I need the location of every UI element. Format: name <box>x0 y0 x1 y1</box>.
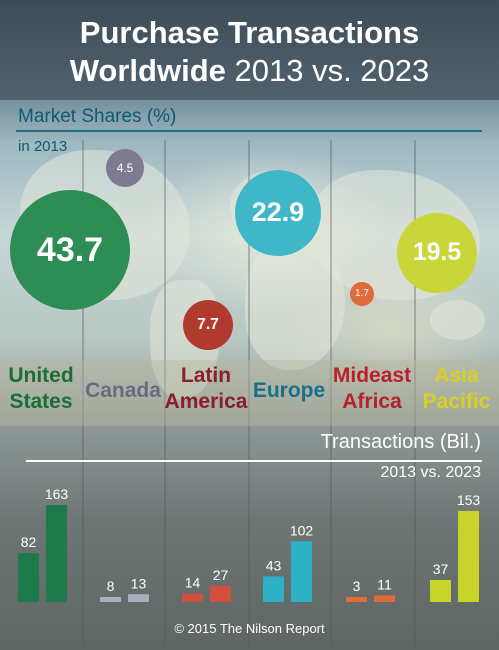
divider-line <box>330 140 332 645</box>
bar-value-label: 3 <box>353 578 361 594</box>
transactions-subheading: 2013 vs. 2023 <box>380 464 481 481</box>
heading-rule <box>16 130 482 132</box>
transactions-heading: Transactions (Bil.) <box>320 431 481 453</box>
market-shares-heading: Market Shares (%) <box>18 106 177 127</box>
region-label-asia-pacific: Asia Pacific <box>414 363 499 415</box>
region-label-line: Pacific <box>422 390 491 413</box>
region-label-line: States <box>9 390 73 413</box>
bubble-latin-america: 7.7 <box>182 299 234 351</box>
bar-2023-united-states <box>46 505 67 602</box>
bar-2013-canada <box>100 597 121 602</box>
bar-value-label: 163 <box>45 486 69 502</box>
bar-2023-mideast-africa <box>374 595 395 602</box>
bubble-asia-pacific: 19.5 <box>396 212 478 294</box>
bar-2023-europe <box>291 541 312 602</box>
title-band <box>0 0 499 100</box>
bar-value-label: 8 <box>107 578 115 594</box>
divider-line <box>164 140 166 645</box>
region-label-line: United <box>8 364 74 387</box>
divider-line <box>82 140 84 645</box>
bubble-canada: 4.5 <box>105 148 145 188</box>
title-line-1: Purchase Transactions <box>79 15 420 50</box>
region-label-latin-america: Latin America <box>164 363 248 415</box>
title-years: 2013 vs. 2023 <box>234 53 430 88</box>
region-label-line: America <box>164 390 248 413</box>
bubble-united-states: 43.7 <box>10 190 130 310</box>
divider-line <box>414 140 416 645</box>
bar-2013-mideast-africa <box>346 597 367 602</box>
market-shares-subheading: in 2013 <box>18 138 68 155</box>
divider-line <box>248 140 250 645</box>
bar-value-label: 43 <box>266 557 282 573</box>
region-label-europe: Europe <box>248 378 330 404</box>
bar-2013-united-states <box>18 553 39 602</box>
bar-value-label: 27 <box>213 567 229 583</box>
transactions-rule <box>26 460 482 462</box>
region-label-canada: Canada <box>82 378 164 404</box>
bar-2013-latin-america <box>182 593 203 602</box>
bar-2023-asia-pacific <box>458 510 479 602</box>
region-label-united-states: United States <box>0 363 82 415</box>
region-label-line: Mideast <box>332 364 412 387</box>
copyright-text: © 2015 The Nilson Report <box>174 621 325 636</box>
bar-2023-latin-america <box>210 585 231 602</box>
region-label-band <box>0 360 499 426</box>
bubble-europe: 22.9 <box>234 169 322 257</box>
region-label-line: Africa <box>342 390 402 413</box>
bubble-mideast-africa: 1.7 <box>350 282 374 306</box>
bar-value-label: 14 <box>185 575 201 591</box>
bar-value-label: 102 <box>290 522 314 538</box>
region-label-line: Latin <box>180 364 232 387</box>
title-worldwide: Worldwide <box>69 53 226 88</box>
region-label-line: Europe <box>252 379 326 402</box>
title-line-2: Worldwide 2013 vs. 2023 <box>0 54 499 88</box>
bar-value-label: 82 <box>21 534 37 550</box>
region-label-line: Canada <box>85 379 161 402</box>
bar-value-label: 37 <box>433 561 449 577</box>
bar-2013-asia-pacific <box>430 579 451 602</box>
region-label-line: Asia <box>434 364 479 387</box>
map-australia <box>430 300 485 340</box>
region-label-mideast-africa: Mideast Africa <box>330 363 414 415</box>
bar-value-label: 13 <box>131 575 147 591</box>
bar-2013-europe <box>263 576 284 602</box>
bar-2023-canada <box>128 594 149 602</box>
bar-value-label: 11 <box>377 576 392 592</box>
bar-value-label: 153 <box>457 492 481 508</box>
